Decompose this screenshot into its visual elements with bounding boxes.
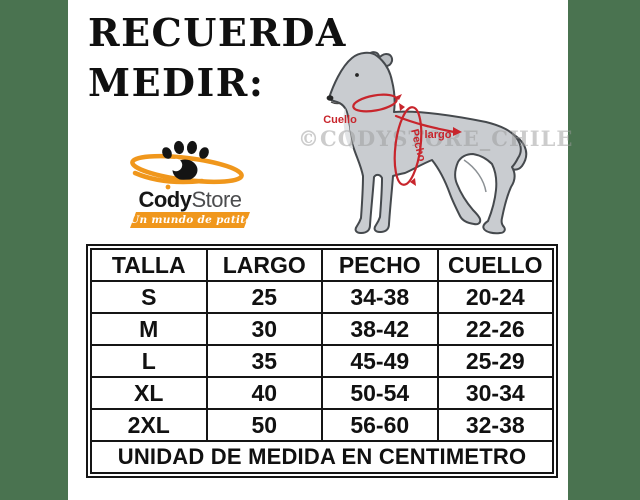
size-cell: 30-34 <box>436 376 554 410</box>
column-header-largo: LARGO <box>205 248 323 282</box>
orbit-swoosh-front <box>132 170 205 185</box>
table-row: M 30 38-42 22-26 <box>90 312 554 346</box>
brand-name-bold: Cody <box>138 187 192 212</box>
size-cell: 25 <box>205 280 323 314</box>
size-cell: XL <box>90 376 208 410</box>
dog-mouth-line <box>330 101 342 105</box>
page-title-line1: RECUERDA <box>88 10 347 55</box>
size-cell: 34-38 <box>321 280 439 314</box>
codystore-logo: CodyStore Un mundo de patitas <box>130 140 250 232</box>
size-cell: 20-24 <box>436 280 554 314</box>
dog-chest-highlight <box>343 108 353 149</box>
table-row: XL 40 50-54 30-34 <box>90 376 554 410</box>
infographic-canvas: RECUERDA MEDIR: CodyStore Un mundo de p <box>68 0 572 500</box>
size-cell: 30 <box>205 312 323 346</box>
size-cell: 22-26 <box>436 312 554 346</box>
brand-name: CodyStore <box>130 187 250 213</box>
size-cell: 45-49 <box>321 344 439 378</box>
table-footer-note: UNIDAD DE MEDIDA EN CENTIMETRO <box>90 440 554 474</box>
paw-icon <box>162 140 209 181</box>
brand-tagline: Un mundo de patitas <box>130 214 259 226</box>
size-cell: 35 <box>205 344 323 378</box>
paw-logo-graphic <box>130 140 244 190</box>
page-title: RECUERDA MEDIR: <box>88 8 347 108</box>
table-row: 2XL 50 56-60 32-38 <box>90 408 554 442</box>
dog-eye-icon <box>355 73 359 77</box>
brand-tagline-ribbon: Un mundo de patitas <box>130 212 250 228</box>
size-cell: 40 <box>205 376 323 410</box>
dog-thigh-line <box>463 159 487 193</box>
column-header-cuello: CUELLO <box>436 248 554 282</box>
watermark-text: ©CODYSTORE_CHILE <box>298 126 574 151</box>
size-cell: S <box>90 280 208 314</box>
page-title-line2: MEDIR: <box>88 60 265 105</box>
size-cell: 50 <box>205 408 323 442</box>
table-row: L 35 45-49 25-29 <box>90 344 554 378</box>
size-cell: L <box>90 344 208 378</box>
size-cell: 32-38 <box>436 408 554 442</box>
size-cell: 38-42 <box>321 312 439 346</box>
size-cell: 50-54 <box>321 376 439 410</box>
column-header-talla: TALLA <box>90 248 208 282</box>
size-cell: 25-29 <box>436 344 554 378</box>
size-cell: 56-60 <box>321 408 439 442</box>
size-cell: M <box>90 312 208 346</box>
table-footer-row: UNIDAD DE MEDIDA EN CENTIMETRO <box>90 440 554 474</box>
dog-nose-icon <box>326 95 334 101</box>
orbit-dot <box>165 184 171 190</box>
column-header-pecho: PECHO <box>321 248 439 282</box>
size-cell: 2XL <box>90 408 208 442</box>
brand-name-light: Store <box>191 187 242 212</box>
background-panel-left <box>0 0 68 500</box>
background-panel-right <box>568 0 640 500</box>
table-header-row: TALLA LARGO PECHO CUELLO <box>90 248 554 282</box>
size-table: TALLA LARGO PECHO CUELLO S 25 34-38 20-2… <box>86 244 558 478</box>
table-row: S 25 34-38 20-24 <box>90 280 554 314</box>
